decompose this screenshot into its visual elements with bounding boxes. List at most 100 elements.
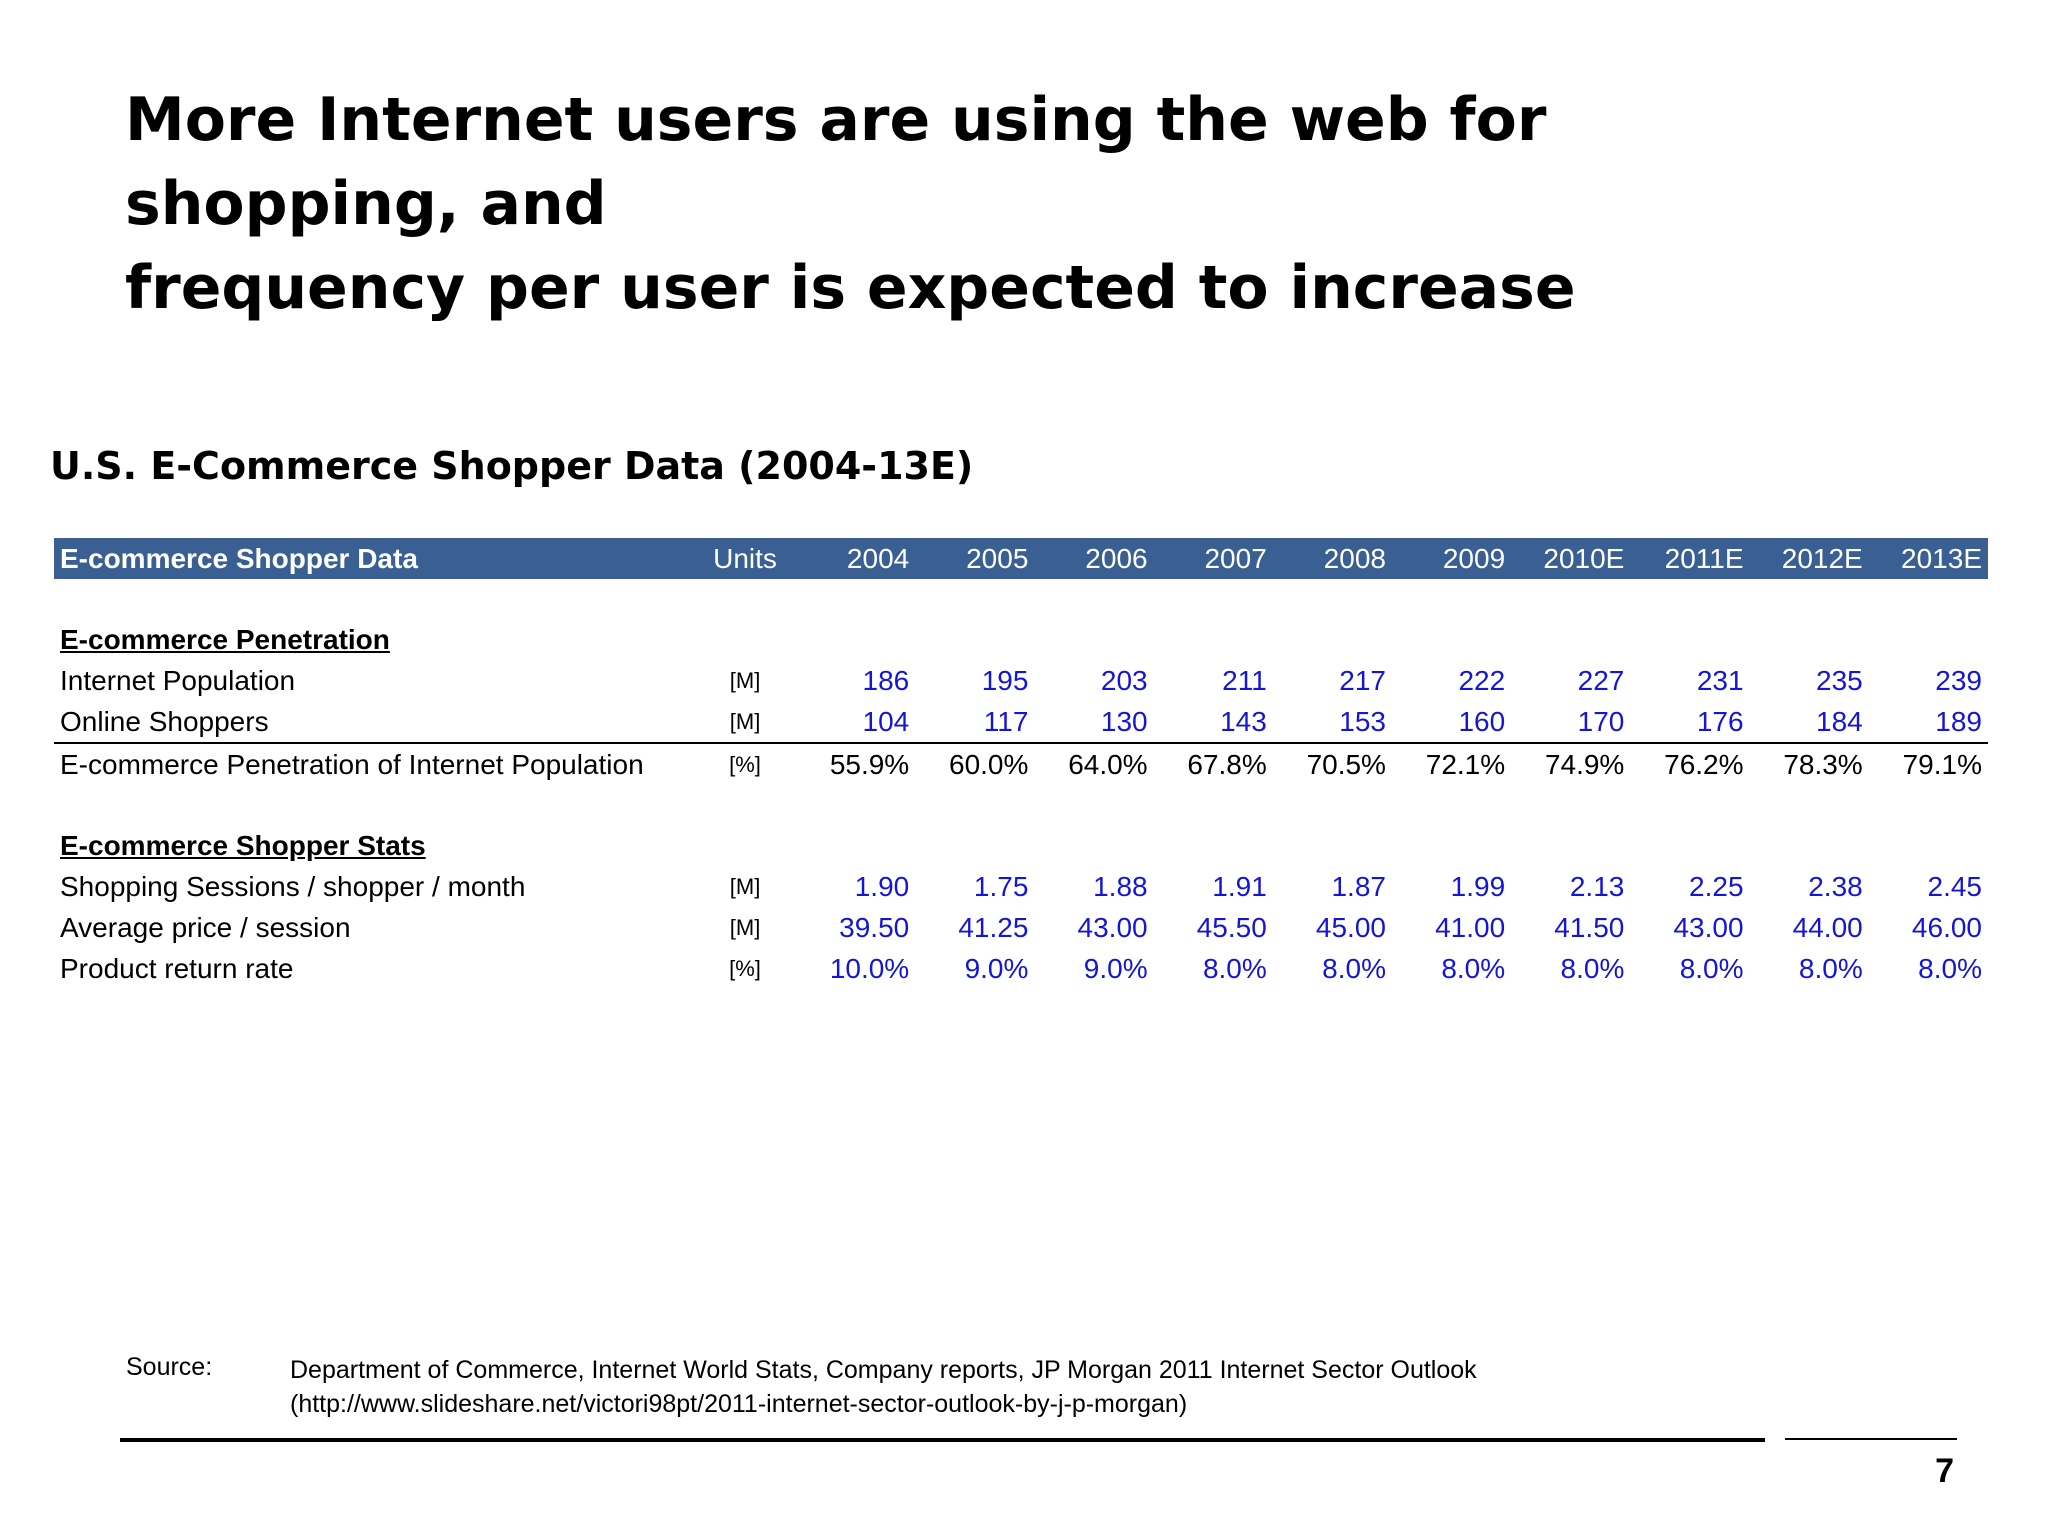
row-value: 153 xyxy=(1272,701,1392,744)
row-value: 79.1% xyxy=(1902,748,1982,780)
section-header-row: E-commerce Shopper Stats xyxy=(54,825,1988,866)
row-value: 72.1% xyxy=(1425,748,1506,780)
header-year: 2006 xyxy=(1034,538,1154,579)
row-value: 41.25 xyxy=(958,911,1029,943)
header-year: 2009 xyxy=(1391,538,1512,579)
row-value: 1.91 xyxy=(1212,870,1267,902)
section-title: E-commerce Penetration xyxy=(60,623,390,655)
row-value: 2.25 xyxy=(1689,870,1744,902)
spacer-row xyxy=(54,579,1988,619)
row-label: Product return rate xyxy=(60,952,294,984)
row-value: 74.9% xyxy=(1544,748,1625,780)
row-value: 41.00 xyxy=(1435,911,1506,943)
source-line-2: (http://www.slideshare.net/victori98pt/2… xyxy=(290,1390,1188,1418)
row-value: 104 xyxy=(796,701,916,744)
row-value: 8.0% xyxy=(1560,952,1625,984)
table-row: Product return rate [%] 10.0% 9.0% 9.0% 8.0% 8… xyxy=(54,948,1988,989)
row-value: 1.90 xyxy=(854,870,910,902)
table-row: E-commerce Penetration of Internet Popul… xyxy=(54,743,1988,785)
row-value: 143 xyxy=(1153,701,1273,744)
row-value: 8.0% xyxy=(1202,952,1267,984)
section-title: E-commerce Shopper Stats xyxy=(60,829,426,861)
row-value: 64.0% xyxy=(1068,748,1148,780)
row-value: 70.5% xyxy=(1306,748,1386,780)
row-label: Shopping Sessions / shopper / month xyxy=(60,870,526,902)
row-value: 8.0% xyxy=(1798,952,1863,984)
header-units: Units xyxy=(694,538,797,579)
row-value: 1.87 xyxy=(1331,870,1386,902)
row-unit: [M] xyxy=(729,873,761,899)
row-value: 184 xyxy=(1749,701,1869,744)
table-row: Shopping Sessions / shopper / month [M] 1.… xyxy=(54,866,1988,907)
header-year: 2012E xyxy=(1749,538,1869,579)
row-value: 43.00 xyxy=(1673,911,1744,943)
row-value: 46.00 xyxy=(1911,911,1982,943)
slide-title-line-2: frequency per user is expected to increa… xyxy=(125,253,1576,323)
row-unit: [%] xyxy=(729,955,761,981)
page-number: 7 xyxy=(1935,1452,1954,1490)
row-value: 45.00 xyxy=(1315,911,1386,943)
table-row: Internet Population [M] 186 195 203 211 217 222… xyxy=(54,660,1988,701)
row-value: 78.3% xyxy=(1783,748,1863,780)
footer-divider xyxy=(120,1438,1765,1442)
row-value: 2.13 xyxy=(1569,870,1625,902)
row-value: 1.99 xyxy=(1450,870,1506,902)
source-label: Source: xyxy=(126,1353,213,1381)
page-number-divider xyxy=(1785,1438,1957,1440)
header-label: E-commerce Shopper Data xyxy=(54,538,695,579)
row-value: 231 xyxy=(1696,664,1744,696)
header-year: 2007 xyxy=(1153,538,1273,579)
row-value: 170 xyxy=(1511,701,1631,744)
row-label: Online Shoppers xyxy=(54,701,695,744)
row-value: 55.9% xyxy=(829,748,910,780)
source-line-1: Department of Commerce, Internet World S… xyxy=(290,1356,1477,1384)
row-value: 239 xyxy=(1935,664,1982,696)
row-value: 8.0% xyxy=(1679,952,1744,984)
row-value: 45.50 xyxy=(1196,911,1267,943)
table-body: E-commerce Penetration Internet Populatio… xyxy=(54,579,1988,989)
row-value: 8.0% xyxy=(1322,952,1386,984)
row-value: 235 xyxy=(1816,664,1863,696)
row-label: E-commerce Penetration of Internet Popul… xyxy=(60,748,644,780)
table-header-row: E-commerce Shopper Data Units 2004 2005 … xyxy=(54,538,1988,579)
row-value: 211 xyxy=(1222,664,1267,696)
source-text: Department of Commerce, Internet World S… xyxy=(290,1353,1790,1421)
row-value: 76.2% xyxy=(1664,748,1744,780)
row-value: 9.0% xyxy=(964,952,1029,984)
row-value: 41.50 xyxy=(1554,911,1625,943)
row-value: 160 xyxy=(1391,701,1512,744)
slide-title: More Internet users are using the web fo… xyxy=(125,78,1825,330)
header-year: 2011E xyxy=(1630,538,1750,579)
row-value: 39.50 xyxy=(839,911,910,943)
row-value: 186 xyxy=(862,664,910,696)
row-value: 67.8% xyxy=(1187,748,1267,780)
row-unit: [%] xyxy=(729,751,761,777)
row-label: Average price / session xyxy=(60,911,351,943)
spacer-row xyxy=(54,785,1988,825)
row-value: 195 xyxy=(981,664,1029,696)
row-value: 176 xyxy=(1630,701,1750,744)
header-year: 2008 xyxy=(1272,538,1392,579)
row-value: 227 xyxy=(1577,664,1625,696)
row-value: 8.0% xyxy=(1441,952,1506,984)
row-value: 60.0% xyxy=(949,748,1029,780)
row-value: 203 xyxy=(1100,664,1148,696)
row-value: 44.00 xyxy=(1792,911,1863,943)
row-value: 2.38 xyxy=(1808,870,1863,902)
row-value: 43.00 xyxy=(1077,911,1148,943)
row-value: 10.0% xyxy=(829,952,910,984)
table-row: Online Shoppers [M] 104 117 130 143 153 160 170 1… xyxy=(54,701,1988,744)
row-label: Internet Population xyxy=(60,664,296,696)
row-value: 8.0% xyxy=(1918,952,1982,984)
row-value: 1.88 xyxy=(1093,870,1148,902)
slide-title-line-1: More Internet users are using the web fo… xyxy=(125,85,1547,239)
header-year: 2005 xyxy=(915,538,1035,579)
table-row: Average price / session [M] 39.50 41.25 43.0… xyxy=(54,907,1988,948)
row-value: 217 xyxy=(1339,664,1386,696)
header-year: 2010E xyxy=(1511,538,1631,579)
row-value: 2.45 xyxy=(1927,870,1983,902)
shopper-data-table: E-commerce Shopper Data Units 2004 2005 … xyxy=(54,538,1988,989)
row-value: 9.0% xyxy=(1083,952,1148,984)
section-header-row: E-commerce Penetration xyxy=(54,619,1988,660)
row-value: 189 xyxy=(1868,701,1988,744)
